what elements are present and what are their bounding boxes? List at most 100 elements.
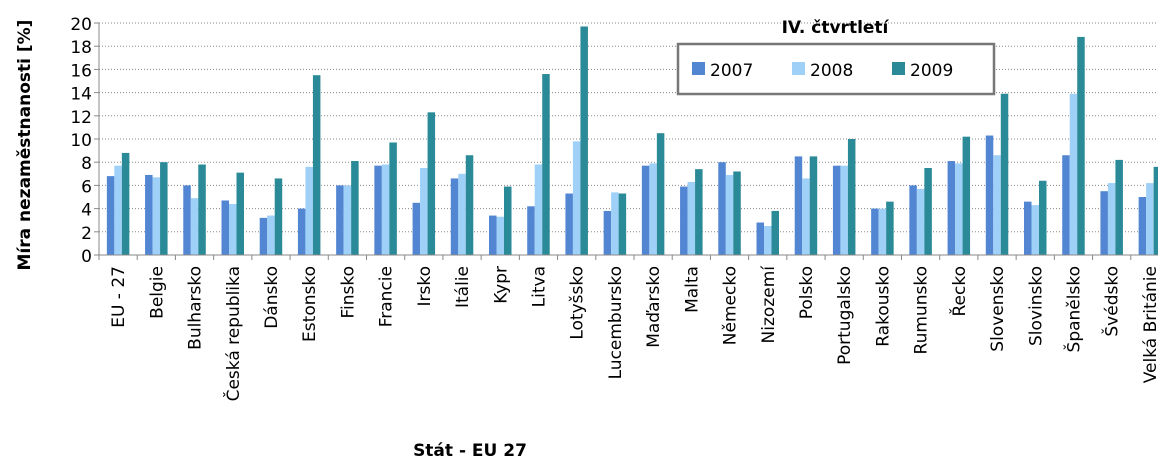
bar [190,198,199,255]
bar [198,164,206,255]
legend-swatch [692,62,705,75]
x-tick-label: Litva [529,266,549,307]
bar [412,202,421,255]
bar [718,162,726,255]
x-tick-label: Lotyšsko [568,266,588,340]
bar [267,215,275,255]
bar [1062,155,1070,255]
bar [504,186,512,255]
bar [1107,183,1116,255]
bar [351,161,359,255]
bar [465,155,474,255]
bar [687,181,696,255]
y-tick-label: 4 [81,201,92,221]
bar [160,162,168,255]
bar [725,174,734,255]
x-tick-label: Řecko [948,266,970,317]
bar [106,176,115,255]
legend-label: 2008 [810,61,853,81]
bar [656,133,665,255]
bar [1069,93,1078,255]
legend-label: 2007 [710,61,753,81]
bar [611,192,619,255]
x-tick-label: Velká Británie [1141,266,1158,383]
bar [649,163,657,255]
bar [534,164,543,255]
y-tick-label: 18 [70,38,92,58]
x-tick-label: Irsko [415,266,435,307]
bar [336,185,344,255]
x-tick-label: Francie [377,266,397,327]
legend-swatch [792,62,805,75]
x-tick-label: Kypr [491,266,511,304]
y-tick-label: 6 [81,177,92,197]
x-tick-label: Rakousko [873,266,893,347]
bar [993,155,1001,255]
x-tick-label: Česká republika [222,266,244,401]
x-tick-label: Malta [682,266,702,313]
x-tick-label: Německo [721,266,741,345]
x-tick-label: Polsko [797,266,817,319]
x-tick-label: Slovensko [988,266,1008,352]
bar [695,169,703,255]
bar [145,174,153,255]
bar [641,165,650,255]
x-tick-label: Belgie [147,266,167,319]
plot: EU - 27 Belgie Bulharsko Česká republika Dán… [99,22,1158,401]
bar [1039,180,1047,255]
bar [489,215,497,255]
legend-label: 2009 [910,61,953,81]
bar [847,139,856,255]
bar [527,206,535,255]
legend-box [676,42,996,96]
bar [802,178,810,255]
bar [771,210,779,255]
legend-title: IV. čtvrtletí [782,18,890,38]
y-axis-label: Míra nezaměstnanosti [%] [15,20,35,271]
bar [183,185,191,255]
bar [909,185,917,255]
bar [274,178,283,255]
bar [542,74,550,255]
bar [871,208,879,255]
bar [618,193,627,255]
bar [680,186,688,255]
x-tick-label: Itálie [453,266,473,308]
bar [229,203,237,255]
bar [1031,205,1039,255]
bar [756,222,764,255]
bar [603,210,612,255]
bar [962,136,971,255]
bar [1146,183,1154,255]
bar [1024,201,1032,255]
bar [312,75,321,255]
y-tick-label: 20 [70,15,92,35]
bar [114,165,122,255]
y-tick-label: 0 [81,247,92,267]
x-axis-label: Stát - EU 27 [413,441,527,461]
bar [565,193,573,255]
bar [458,173,466,255]
bar [955,163,963,255]
bar [450,178,459,255]
x-tick-label: Maďarsko [644,266,664,348]
bar [1138,197,1147,255]
x-tick-label: Estonsko [300,266,320,342]
y-tick-label: 8 [81,154,92,174]
bar [381,164,390,255]
bar [121,152,130,255]
bar [496,216,504,255]
bar [947,161,956,255]
bar [297,208,306,255]
y-tick-label: 2 [81,224,92,244]
x-tick-label: Rumunsko [912,266,932,354]
bar [924,168,932,255]
bar [236,172,244,255]
bar [420,168,428,255]
x-tick-label: Švédsko [1101,266,1123,337]
bar [1077,36,1085,255]
x-tick-label: Španělsko [1062,266,1084,352]
x-tick-label: Bulharsko [186,266,206,350]
bar [259,217,268,255]
bar [794,156,803,255]
